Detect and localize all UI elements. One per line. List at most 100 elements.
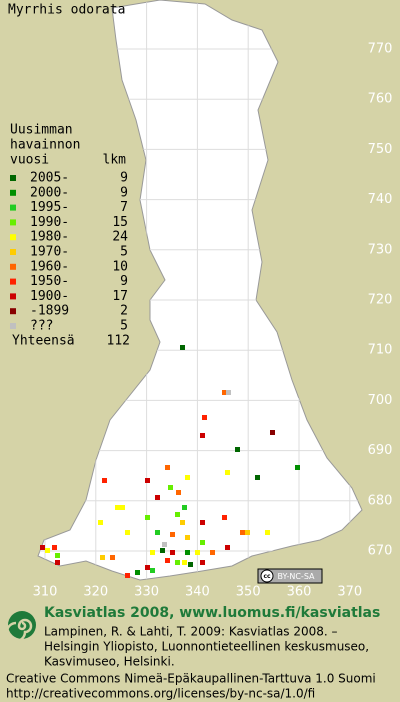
observation [160, 548, 165, 553]
observation [162, 542, 167, 547]
land [37, 0, 363, 581]
observation [120, 505, 125, 510]
observation [175, 560, 180, 565]
east-label: 310 [33, 585, 58, 600]
observation [225, 545, 230, 550]
badge-symbol: cc [263, 573, 271, 580]
legend-count: 15 [112, 215, 128, 230]
north-label: 710 [368, 343, 393, 358]
legend-swatch [10, 234, 16, 241]
legend-swatch [10, 204, 16, 211]
legend-swatch [10, 263, 16, 270]
observation [145, 515, 150, 520]
legend-label: 1960- [30, 259, 69, 274]
observation [245, 530, 250, 535]
observation [202, 415, 207, 420]
observation [150, 568, 155, 573]
east-label: 340 [185, 585, 210, 600]
observation [52, 545, 57, 550]
observation [185, 535, 190, 540]
north-label: 750 [368, 142, 393, 157]
site-line: Kasviatlas 2008, www.luomus.fi/kasviatla… [44, 605, 380, 621]
observation [110, 555, 115, 560]
legend-count: 10 [112, 259, 128, 274]
north-label: 700 [368, 393, 393, 408]
legend-label: 1990- [30, 215, 69, 230]
observation [188, 562, 193, 567]
legend: Uusimman havainnon vuosi lkm 2005- 9 2000-… [10, 123, 130, 348]
citation-line: Kasvimuseo, Helsinki. [44, 655, 175, 669]
legend-count: 9 [120, 274, 128, 289]
north-label: 680 [368, 493, 393, 508]
legend-total-count: 112 [107, 333, 130, 348]
observation [40, 545, 45, 550]
north-label: 720 [368, 293, 393, 308]
north-label: 740 [368, 192, 393, 207]
observation [155, 530, 160, 535]
observation [255, 475, 260, 480]
species-title: Myrrhis odorata [8, 3, 125, 18]
legend-count: 24 [112, 230, 128, 245]
license-line: Creative Commons Nimeä-Epäkaupallinen-Ta… [6, 672, 376, 686]
north-label: 770 [368, 42, 393, 57]
observation [175, 512, 180, 517]
legend-header: vuosi [10, 153, 49, 168]
observation [170, 550, 175, 555]
observation [155, 495, 160, 500]
east-label: 360 [287, 585, 312, 600]
legend-swatch [10, 323, 16, 329]
observation [145, 478, 150, 483]
citation-line: Lampinen, R. & Lahti, T. 2009: Kasviatla… [44, 625, 338, 639]
observation [115, 505, 120, 510]
observation [200, 520, 205, 525]
legend-swatch [10, 249, 16, 255]
observation [185, 550, 190, 555]
observation [195, 550, 200, 555]
logo [5, 611, 36, 643]
observation [180, 345, 185, 350]
legend-swatch [10, 278, 16, 285]
observation [176, 490, 181, 495]
legend-count-header: lkm [103, 153, 127, 168]
legend-count: 2 [120, 304, 128, 319]
legend-swatch [10, 308, 16, 315]
observation [200, 433, 205, 438]
north-label: 730 [368, 242, 393, 257]
observation [235, 447, 240, 452]
observation [222, 390, 227, 395]
observation [135, 570, 140, 575]
observation [125, 573, 130, 578]
observation [102, 478, 107, 483]
legend-count: 9 [120, 171, 128, 186]
observation [180, 520, 185, 525]
legend-swatch [10, 175, 16, 181]
legend-count: 5 [120, 319, 128, 334]
observation [145, 565, 150, 570]
observation [100, 555, 105, 560]
observation [210, 550, 215, 555]
observation [45, 548, 50, 553]
legend-label: 1900- [30, 289, 69, 304]
legend-label: 1950- [30, 274, 69, 289]
legend-swatch [10, 189, 16, 196]
license-badge: cc BY-NC-SA [257, 568, 323, 584]
legend-total-label: Yhteensä [12, 333, 75, 348]
observation [125, 530, 130, 535]
observation [98, 520, 103, 525]
legend-label: -1899 [30, 304, 69, 319]
legend-label: 1970- [30, 245, 69, 260]
observation [55, 560, 60, 565]
observation [265, 530, 270, 535]
east-label: 370 [337, 585, 362, 600]
east-label: 320 [83, 585, 108, 600]
badge-text: BY-NC-SA [277, 572, 315, 581]
legend-header: havainnon [10, 138, 80, 153]
legend-label: ??? [30, 319, 53, 334]
citation-line: Helsingin Yliopisto, Luonnontieteellinen… [44, 640, 369, 654]
observation [165, 558, 170, 563]
observation [200, 540, 205, 545]
observation [168, 485, 173, 490]
legend-count: 9 [120, 185, 128, 200]
